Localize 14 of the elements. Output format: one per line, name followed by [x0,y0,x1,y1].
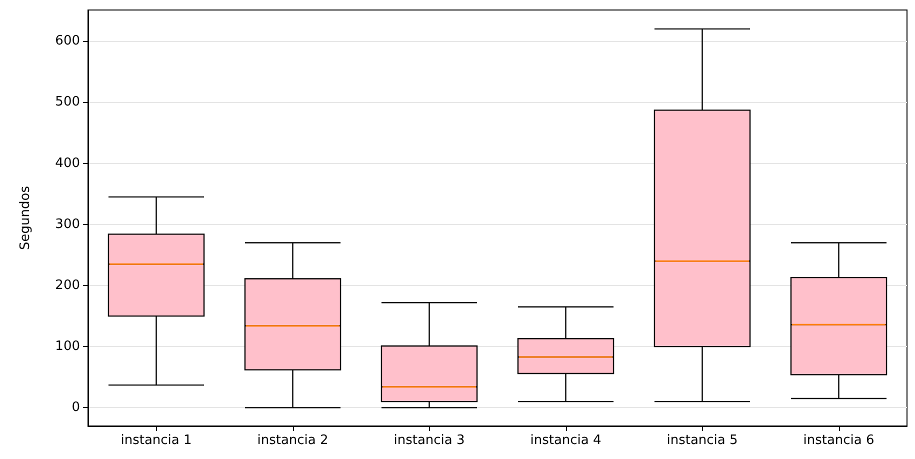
x-tick-label: instancia 2 [257,433,328,448]
x-tick-label: instancia 4 [530,433,602,448]
y-tick-label: 200 [55,278,80,293]
y-tick-label: 500 [55,94,80,110]
x-tick-label: instancia 5 [666,433,738,448]
y-tick-label: 0 [72,400,80,416]
y-tick-label: 400 [55,156,80,171]
x-tick-label: instancia 3 [394,433,465,448]
x-tick-label: instancia 1 [120,433,192,448]
y-tick-label: 300 [55,216,80,232]
x-tick-label: instancia 6 [803,433,874,448]
y-tick-label: 600 [55,34,80,49]
y-tick-label: 100 [55,339,80,354]
y-axis-title: Segundos [18,186,33,250]
